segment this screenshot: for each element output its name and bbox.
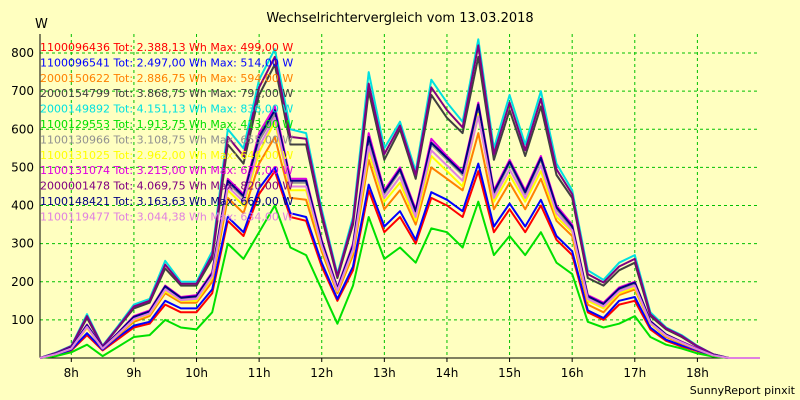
y-tick-label: 600 [11, 122, 34, 136]
x-tick-label: 16h [561, 366, 584, 380]
x-tick-label: 17h [623, 366, 646, 380]
series-line-6 [39, 109, 760, 359]
chart-title: Wechselrichtervergleich vom 13.03.2018 [266, 11, 533, 26]
y-tick-label: 700 [11, 84, 34, 98]
series-line-9 [39, 44, 760, 359]
x-tick-label: 11h [248, 366, 271, 380]
series-line-11 [39, 115, 760, 359]
series-line-5 [39, 200, 760, 359]
legend-entry: 2000001478 Tot: 4.069,75 Wh Max: 820,00 … [40, 180, 293, 193]
y-axis-unit: W [35, 17, 48, 32]
x-tick-label: 8h [64, 366, 79, 380]
series-line-0 [39, 170, 760, 359]
x-tick-label: 18h [686, 366, 709, 380]
x-tick-label: 14h [436, 366, 459, 380]
legend-entry: 2000149892 Tot: 4.151,13 Wh Max: 836,00 … [40, 103, 293, 116]
legend-entry: 1100131074 Tot: 3.215,00 Wh Max: 677,00 … [40, 164, 293, 177]
legend-entry: 1100129553 Tot: 1.913,75 Wh Max: 413,00 … [40, 118, 293, 131]
x-tick-label: 13h [373, 366, 396, 380]
legend-entry: 1100130966 Tot: 3.108,75 Wh Max: 655,00 … [40, 133, 293, 146]
legend-entry: 2000154799 Tot: 3.868,75 Wh Max: 791,00 … [40, 87, 293, 100]
x-tick-label: 12h [310, 366, 333, 380]
legend-entry: 1100096436 Tot: 2.388,13 Wh Max: 499,00 … [40, 41, 293, 54]
legend-entry: 2000150622 Tot: 2.886,75 Wh Max: 594,00 … [40, 72, 293, 85]
series-line-1 [39, 162, 760, 359]
y-tick-label: 200 [11, 275, 34, 289]
y-tick-label: 300 [11, 237, 34, 251]
legend-entry: 1100119477 Tot: 3.044,38 Wh Max: 634,00 … [40, 210, 293, 223]
series-lines [39, 38, 760, 359]
legend: 1100096436 Tot: 2.388,13 Wh Max: 499,00 … [40, 41, 293, 223]
x-tick-label: 15h [498, 366, 521, 380]
y-tick-label: 800 [11, 46, 34, 60]
y-tick-label: 500 [11, 160, 34, 174]
x-tick-label: 9h [126, 366, 141, 380]
legend-entry: 1100131025 Tot: 2.962,00 Wh Max: 646,00 … [40, 149, 293, 162]
credit-text: SunnyReport pinxit [690, 384, 796, 397]
y-tick-label: 400 [11, 199, 34, 213]
legend-entry: 1100148421 Tot: 3.163,63 Wh Max: 669,00 … [40, 195, 293, 208]
y-tick-label: 100 [11, 313, 34, 327]
axes: 100 200 300 400 500 600 700 800 8h 9h 10h 11h 12h 13h… [11, 34, 760, 380]
x-tick-label: 10h [185, 366, 208, 380]
legend-entry: 1100096541 Tot: 2.497,00 Wh Max: 514,00 … [40, 56, 293, 69]
